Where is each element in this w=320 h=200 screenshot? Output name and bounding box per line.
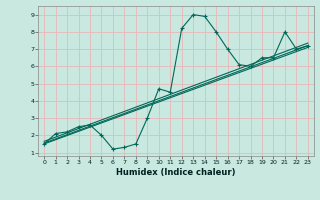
X-axis label: Humidex (Indice chaleur): Humidex (Indice chaleur): [116, 168, 236, 177]
